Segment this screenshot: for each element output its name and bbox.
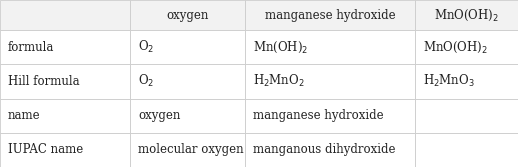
- Text: name: name: [8, 109, 40, 122]
- Text: Hill formula: Hill formula: [8, 75, 80, 88]
- Text: H$_2$MnO$_3$: H$_2$MnO$_3$: [423, 73, 475, 89]
- Bar: [415, 133, 518, 167]
- Bar: [0, 99, 130, 133]
- Bar: [245, 99, 415, 133]
- Bar: [130, 64, 245, 99]
- Text: MnO(OH)$_2$: MnO(OH)$_2$: [423, 40, 488, 55]
- Bar: [0, 133, 130, 167]
- Bar: [245, 30, 415, 64]
- Text: oxygen: oxygen: [138, 109, 180, 122]
- Text: manganese hydroxide: manganese hydroxide: [253, 109, 384, 122]
- Text: H$_2$MnO$_2$: H$_2$MnO$_2$: [253, 73, 305, 89]
- Bar: [245, 64, 415, 99]
- Text: IUPAC name: IUPAC name: [8, 143, 83, 156]
- Bar: [0, 64, 130, 99]
- Text: O$_2$: O$_2$: [138, 73, 154, 89]
- Bar: [130, 0, 245, 30]
- Text: oxygen: oxygen: [166, 9, 209, 22]
- Bar: [415, 99, 518, 133]
- Bar: [415, 30, 518, 64]
- Text: formula: formula: [8, 41, 54, 54]
- Text: manganous dihydroxide: manganous dihydroxide: [253, 143, 396, 156]
- Text: manganese hydroxide: manganese hydroxide: [265, 9, 395, 22]
- Bar: [415, 64, 518, 99]
- Bar: [130, 99, 245, 133]
- Bar: [130, 133, 245, 167]
- Bar: [415, 0, 518, 30]
- Bar: [0, 30, 130, 64]
- Text: molecular oxygen: molecular oxygen: [138, 143, 243, 156]
- Text: O$_2$: O$_2$: [138, 39, 154, 55]
- Bar: [245, 0, 415, 30]
- Bar: [245, 133, 415, 167]
- Bar: [130, 30, 245, 64]
- Bar: [0, 0, 130, 30]
- Text: MnO(OH)$_2$: MnO(OH)$_2$: [434, 7, 499, 23]
- Text: Mn(OH)$_2$: Mn(OH)$_2$: [253, 40, 308, 55]
